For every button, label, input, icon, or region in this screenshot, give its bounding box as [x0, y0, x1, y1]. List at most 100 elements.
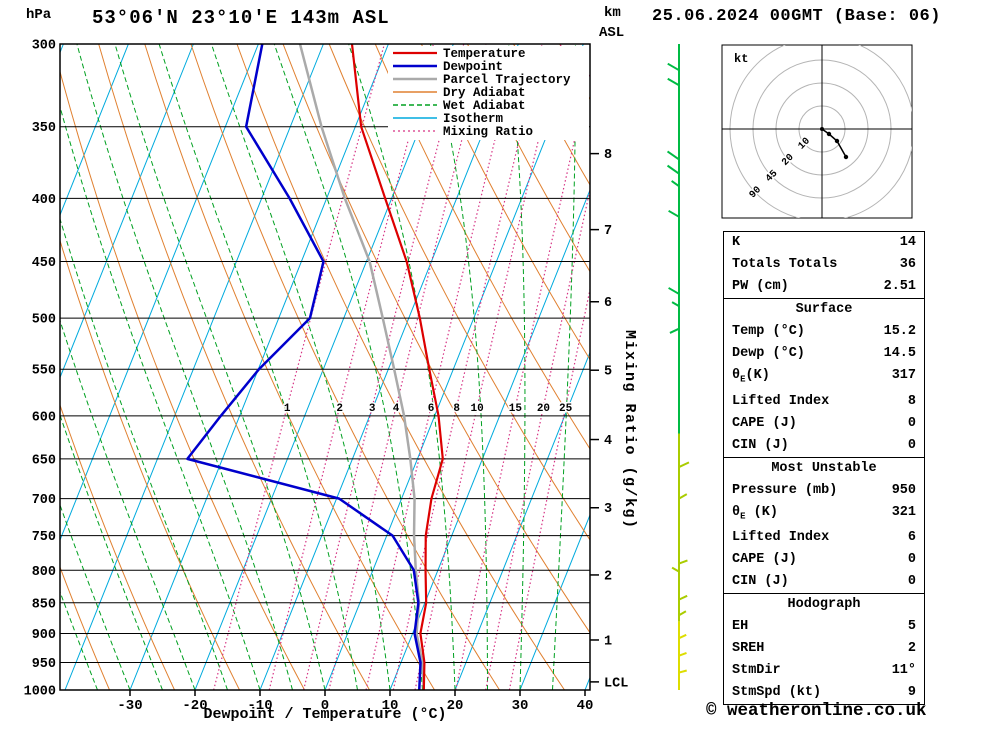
table-row: CIN (J) 0	[724, 571, 924, 593]
stat-value: 5	[907, 619, 916, 635]
dry-adiabat-line	[328, 44, 590, 541]
pressure-tick-label: 750	[32, 530, 56, 545]
legend-label: Temperature	[443, 47, 526, 61]
legend-background	[388, 46, 589, 140]
stat-label: Lifted Index	[732, 393, 830, 409]
table-row: θE (K) 321	[724, 502, 924, 528]
km-tick-label: 8	[604, 148, 612, 163]
hodograph-trace	[821, 128, 847, 158]
wet-adiabat-line	[60, 104, 261, 690]
stat-label: SREH	[732, 641, 765, 657]
lcl-label: LCL	[604, 676, 628, 691]
wind-barb-feather	[666, 150, 680, 161]
wind-barb-feather	[678, 461, 690, 468]
km-tick-label: 6	[604, 296, 612, 311]
table-row: CAPE (J) 0	[724, 549, 924, 571]
x-tick-label: -30	[117, 698, 142, 714]
table-section: Hodograph EH 5 SREH 2 StmDir 11° StmSpd (kt) 9	[723, 593, 925, 706]
temperature-curve	[350, 44, 444, 690]
pressure-tick-label: 400	[32, 193, 56, 208]
table-row: CIN (J) 0	[724, 435, 924, 457]
dry-adiabat-line	[420, 44, 590, 361]
stat-value: 14.5	[883, 346, 916, 361]
isotherm-line	[519, 513, 590, 690]
mixing-ratio-label: 4	[393, 403, 400, 415]
asl-unit-label: ASL	[599, 25, 625, 41]
isotherm-line	[60, 44, 194, 379]
stat-label: K	[732, 235, 741, 250]
hodograph-trace-point	[826, 131, 832, 137]
mixing-ratio-label: 25	[559, 403, 573, 415]
x-axis-label: Dewpoint / Temperature (°C)	[203, 706, 447, 723]
stat-label: Totals Totals	[732, 257, 838, 272]
stat-value: 321	[891, 504, 916, 520]
pressure-tick-label: 950	[32, 657, 56, 672]
hodograph-unit-label: kt	[734, 52, 748, 66]
wet-adiabat-line	[60, 318, 196, 690]
wind-barb-feather	[668, 209, 680, 218]
pressure-tick-label: 500	[32, 313, 56, 328]
table-row: SREH 2	[724, 638, 924, 660]
table-section: K 14 Totals Totals 36 PW (cm) 2.51	[723, 231, 925, 299]
wind-barb-feather	[678, 633, 687, 640]
table-section-header: Surface	[795, 302, 853, 317]
dry-adiabat-line	[60, 403, 175, 690]
isotherm-line	[60, 44, 259, 542]
dry-adiabat-line	[374, 44, 590, 450]
isotherm-line	[324, 44, 584, 690]
dewpoint-curve	[186, 44, 422, 690]
stat-label: Lifted Index	[732, 530, 830, 546]
table-row: θE(K) 317	[724, 365, 924, 391]
table-section-header: Hodograph	[787, 597, 861, 613]
wind-barb-feather	[678, 493, 688, 500]
isotherm-line	[194, 44, 454, 690]
wet-adiabat-line	[508, 44, 526, 690]
wet-adiabat-line	[429, 44, 488, 690]
table-section: Surface Temp (°C) 15.2 Dewp (°C) 14.5 θE(K) 31…	[723, 298, 925, 458]
stat-label: θE (K)	[732, 504, 778, 522]
stat-label: CAPE (J)	[732, 552, 797, 568]
pressure-tick-label: 350	[32, 121, 56, 136]
table-row: Temp (°C) 15.2	[724, 321, 924, 343]
mixing-ratio-label: 1	[284, 403, 291, 415]
dry-adiabat-line	[60, 565, 110, 690]
wet-adiabat-line	[158, 44, 358, 690]
stat-value: 0	[907, 574, 916, 590]
wind-barb-feather	[669, 327, 680, 334]
stat-value: 15.2	[883, 324, 916, 339]
x-tick-label: 30	[512, 698, 529, 714]
stat-label: StmDir	[732, 663, 781, 679]
wind-barb-feather	[668, 287, 680, 295]
legend-label: Parcel Trajectory	[443, 73, 571, 87]
copyright: © weatheronline.co.uk	[706, 701, 927, 721]
mixing-ratio-label: 20	[537, 403, 550, 415]
mixing-ratio-label: 6	[428, 403, 435, 415]
table-row: K 14	[724, 232, 924, 254]
x-tick-label: -10	[247, 698, 272, 714]
stat-value: 8	[907, 393, 916, 409]
x-tick-label: 0	[321, 698, 329, 714]
stat-value: 0	[907, 415, 916, 431]
wet-adiabat-line	[348, 44, 456, 690]
dry-adiabat-line	[60, 69, 305, 690]
mixing-ratio-line	[213, 44, 385, 690]
stat-value: 2	[907, 641, 916, 657]
station-title: 53°06'N 23°10'E 143m ASL	[92, 7, 390, 29]
legend-label: Dewpoint	[443, 60, 503, 74]
km-unit-label: km	[604, 5, 621, 21]
isotherm-line	[64, 44, 324, 690]
wind-barb-feather	[667, 62, 680, 72]
stat-label: CIN (J)	[732, 574, 789, 590]
stat-label: Dewp (°C)	[732, 346, 805, 361]
hodograph-trace-point	[834, 138, 840, 144]
table-row: CAPE (J) 0	[724, 413, 924, 435]
km-tick-label: 1	[604, 634, 612, 649]
wet-adiabat-line	[60, 503, 131, 690]
parcel-curve	[298, 44, 426, 690]
wind-barb-feather	[671, 301, 680, 308]
mixing-ratio-line	[328, 44, 487, 690]
x-tick-label: -20	[182, 698, 207, 714]
wind-barb-feather	[666, 164, 680, 175]
